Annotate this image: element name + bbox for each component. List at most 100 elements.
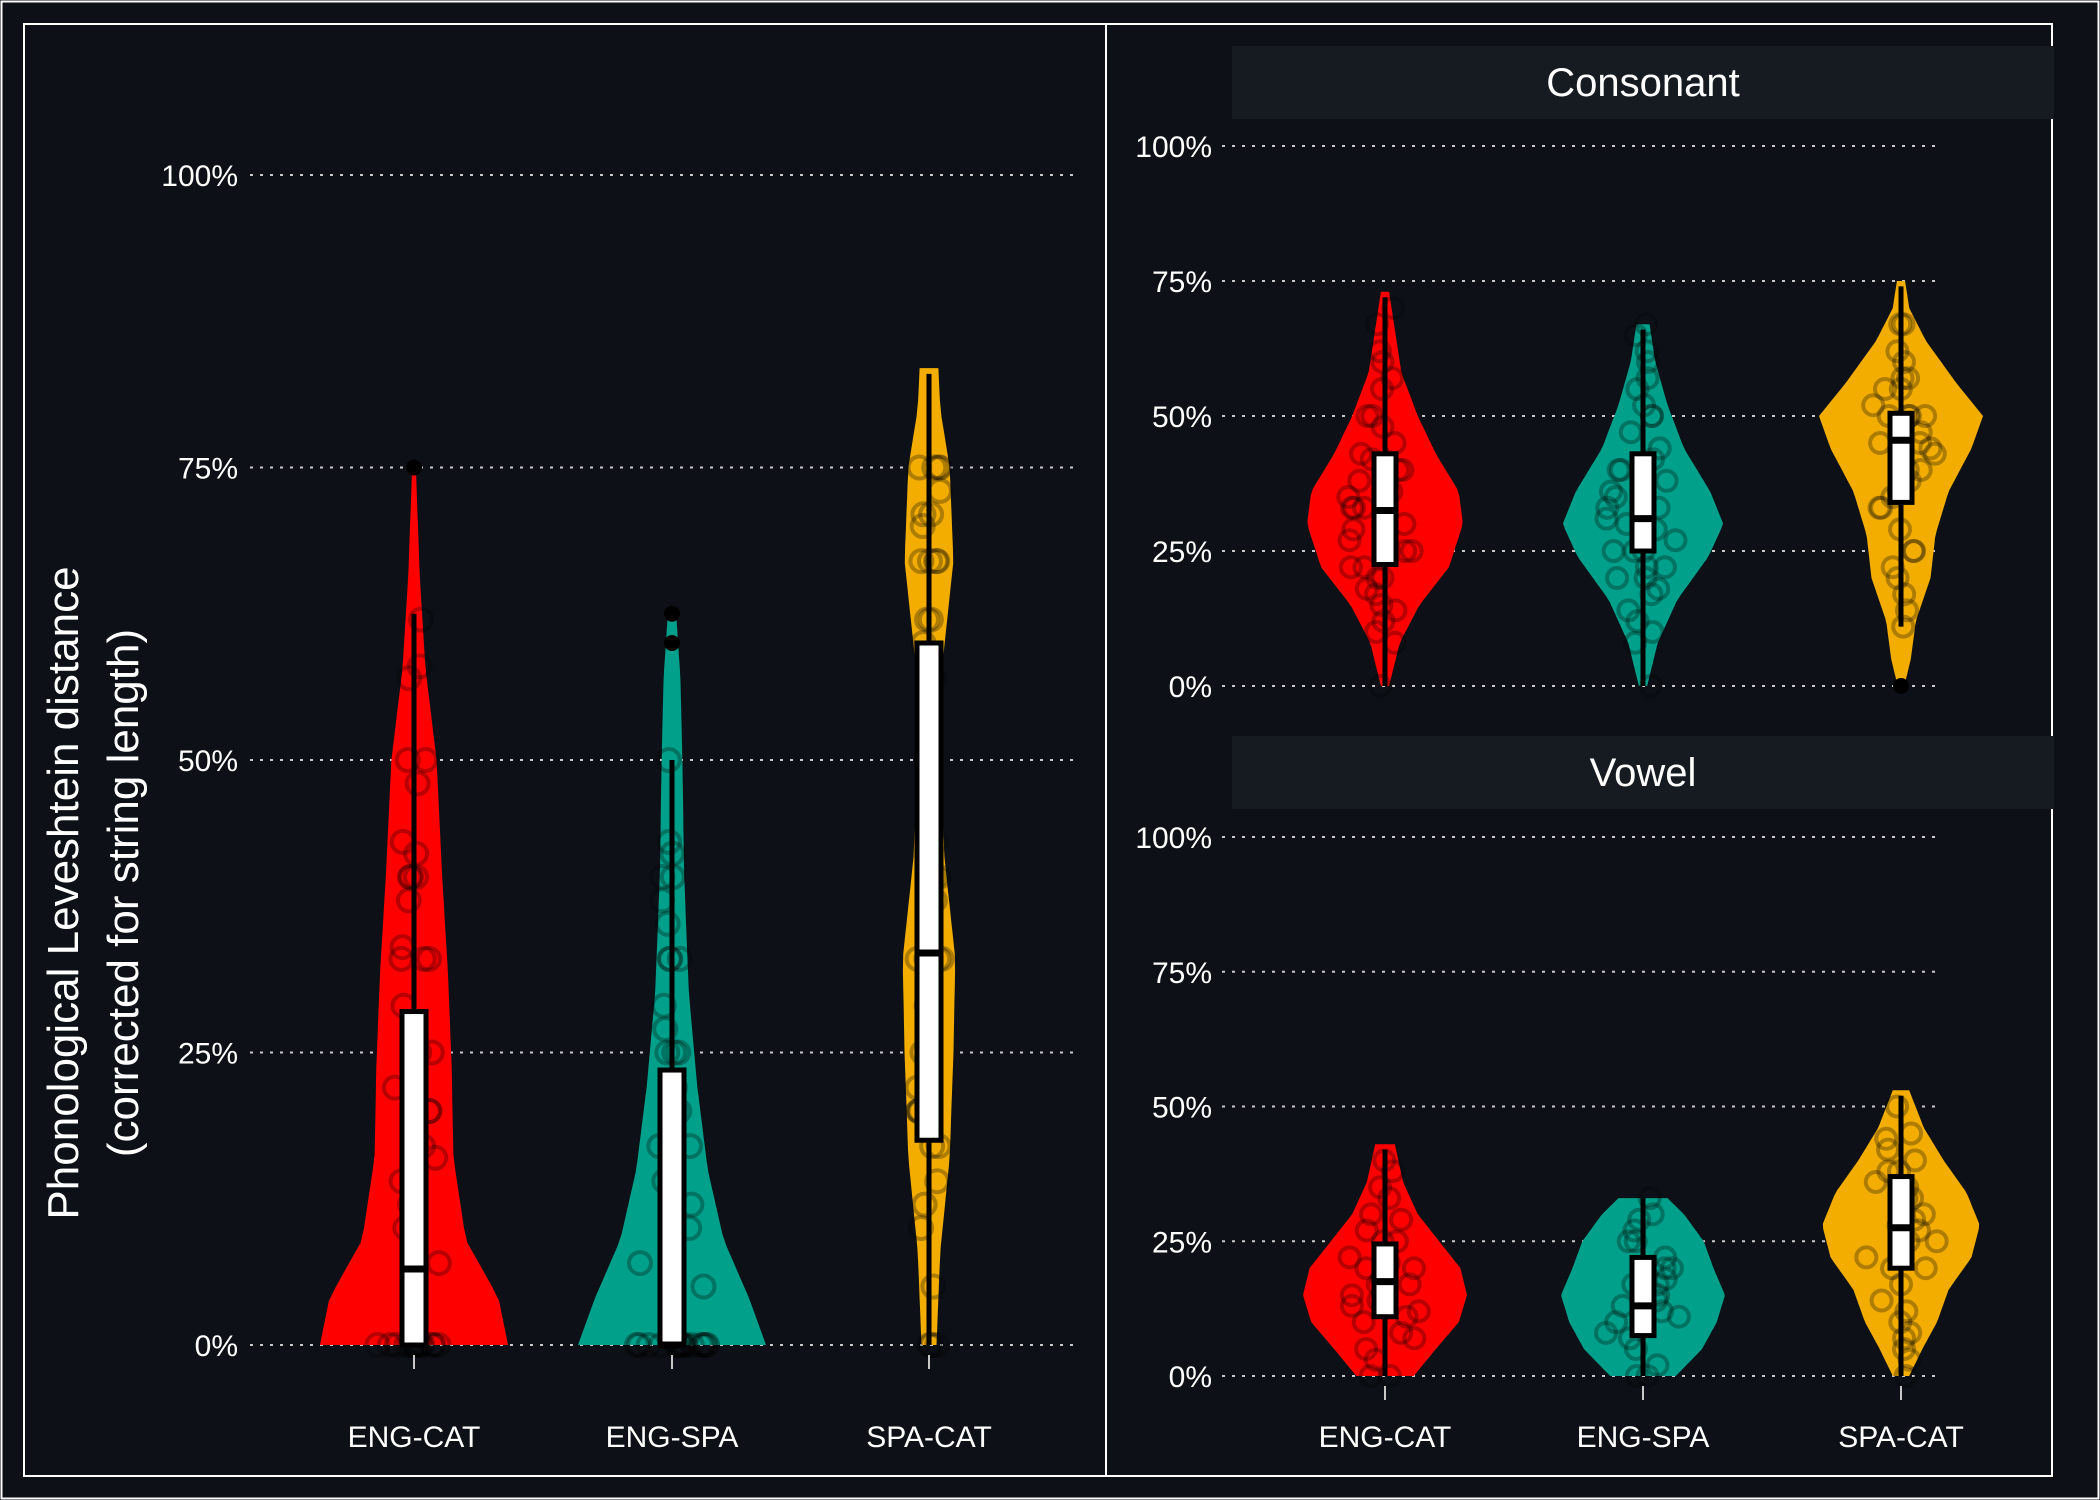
data-point (1340, 495, 1364, 520)
data-point (408, 606, 435, 633)
data-point (398, 864, 424, 890)
data-point (1892, 350, 1916, 374)
data-point (910, 501, 937, 528)
y-axis-label-line1: Phonological Leveshtein distance (39, 566, 88, 1219)
facet-strip-vowel (1232, 736, 2054, 809)
data-point (1601, 539, 1626, 563)
data-point (396, 665, 423, 692)
data-point (1624, 1364, 1649, 1388)
data-point (654, 1039, 681, 1066)
data-point (1902, 539, 1926, 563)
data-point (1370, 377, 1394, 401)
data-point (688, 1332, 714, 1358)
data-point (1369, 593, 1394, 617)
data-point (1359, 1202, 1383, 1227)
box (399, 1009, 429, 1348)
data-point (1623, 1229, 1648, 1254)
data-point (1380, 366, 1405, 391)
data-point (1885, 1094, 1910, 1119)
data-point (623, 1332, 650, 1358)
data-point (1377, 1186, 1402, 1211)
data-point (1885, 566, 1910, 590)
y-tick-label: 75% (178, 453, 238, 486)
data-point (1337, 528, 1362, 553)
data-point (1337, 1245, 1362, 1270)
data-point (1896, 366, 1921, 391)
data-point (1861, 393, 1886, 418)
y-tick-label: 50% (178, 745, 238, 778)
outlier-point (1893, 678, 1909, 694)
right-chart-panel: Consonant Vowel 0% 25% 50% 75% 100% 0% 25% 50%… (1105, 23, 2054, 1477)
data-point (1368, 674, 1393, 698)
data-point (396, 864, 423, 890)
outlier-point (664, 605, 680, 622)
left-plot-area: 0% 25% 50% 75% 100% ENG-CAT ENG-SPA SPA-CAT (161, 160, 1080, 1454)
data-point (626, 1332, 653, 1358)
box (1629, 451, 1657, 554)
data-point (666, 945, 693, 972)
data-point (394, 747, 421, 773)
data-point (1604, 1310, 1629, 1335)
data-point (1389, 1207, 1414, 1232)
data-point (1645, 1353, 1670, 1378)
data-point (1892, 1326, 1916, 1351)
data-point (1637, 1186, 1662, 1211)
data-point (1342, 495, 1367, 520)
data-point (1873, 377, 1897, 401)
data-point (1892, 582, 1917, 607)
box (1629, 1254, 1657, 1339)
violin-group-eng-cat (1303, 1144, 1467, 1388)
data-point (924, 1332, 951, 1358)
data-point (1922, 441, 1947, 466)
data-point (1903, 1148, 1927, 1173)
box (914, 640, 944, 1143)
vowel-plot-area: 0% 25% 50% 75% 100% ENG-CAT ENG-SPA SPA-CAT (1135, 822, 1980, 1454)
data-point (665, 1039, 692, 1066)
data-point (1634, 312, 1659, 337)
data-point (1603, 485, 1628, 509)
data-point (1633, 566, 1658, 590)
data-point (656, 828, 683, 855)
data-point (1874, 1126, 1899, 1151)
facet-title-vowel: Vowel (1590, 751, 1697, 795)
violin-group-eng-cat (1307, 291, 1463, 698)
data-point (690, 1273, 717, 1300)
data-point (1652, 555, 1677, 580)
data-point (924, 548, 951, 575)
y-tick-label: 100% (1135, 131, 1212, 164)
y-tick-label: 75% (1152, 266, 1212, 299)
data-point (1924, 1229, 1949, 1254)
data-point (1341, 517, 1366, 542)
data-point (1368, 1175, 1393, 1200)
data-point (924, 1168, 951, 1195)
outlier-point (406, 459, 422, 476)
violin-group-spa-cat (1819, 281, 1983, 694)
data-point (690, 1332, 717, 1358)
data-point (1635, 366, 1660, 391)
data-point (404, 770, 431, 797)
y-tick-label: 0% (195, 1330, 238, 1363)
data-point (1623, 323, 1648, 347)
data-point (1349, 441, 1373, 466)
box (657, 1067, 687, 1348)
data-point (1605, 566, 1630, 590)
data-point (1918, 436, 1943, 461)
data-point (1389, 1320, 1414, 1345)
data-point (1913, 404, 1938, 428)
y-tick-label: 25% (1152, 1226, 1212, 1259)
data-point (1634, 555, 1659, 580)
data-point (1913, 1256, 1938, 1281)
data-point (1367, 339, 1392, 364)
data-point (1598, 479, 1623, 504)
data-point (1406, 1299, 1431, 1324)
data-point (655, 747, 682, 773)
left-chart-panel: Phonological Leveshtein distance (correc… (23, 23, 1107, 1477)
data-point (1635, 350, 1660, 374)
x-tick-label-eng-spa: ENG-SPA (606, 1421, 739, 1454)
data-point (1594, 506, 1619, 531)
data-point (1616, 598, 1641, 623)
data-point (1370, 350, 1395, 374)
y-tick-label: 100% (1135, 822, 1212, 855)
x-tick-label-eng-cat: ENG-CAT (348, 1421, 481, 1454)
